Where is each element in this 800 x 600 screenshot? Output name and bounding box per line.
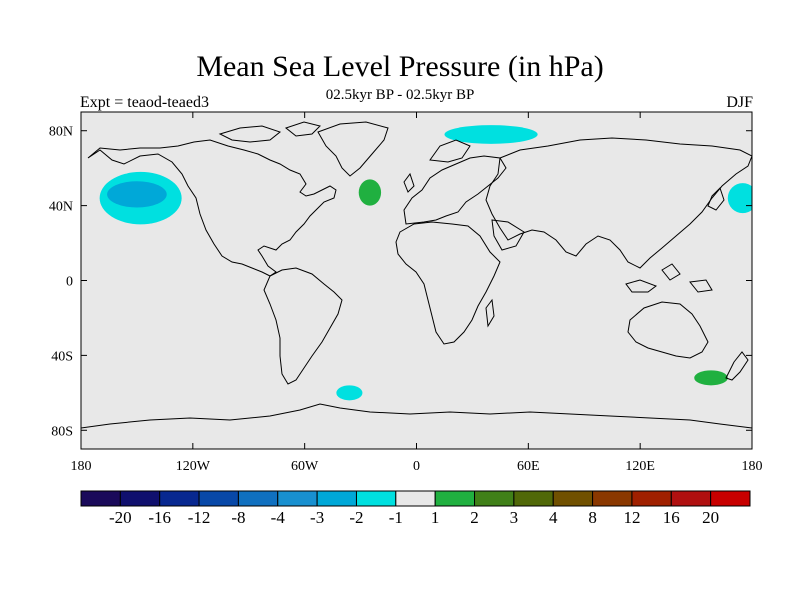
coast-madagascar: [485, 298, 495, 328]
colorbar-swatch: [80, 490, 121, 507]
coast-indonesia: [625, 263, 713, 293]
colorbar-swatch: [434, 490, 476, 507]
colorbar-label: 20: [702, 508, 719, 527]
colorbar-label: 8: [588, 508, 597, 527]
coastlines: [81, 121, 752, 429]
colorbar-swatch: [670, 490, 712, 507]
lon-tick-label: 120W: [176, 459, 211, 474]
colorbar-label: -8: [231, 508, 245, 527]
colorbar-swatch: [159, 490, 200, 507]
colorbar-label: -2: [349, 508, 363, 527]
coast-antarctica: [81, 403, 752, 429]
colorbar-label: -20: [109, 508, 132, 527]
colorbar-swatch: [355, 490, 397, 507]
colorbar-swatch: [552, 490, 594, 507]
coast-britain: [403, 172, 415, 193]
colorbar-label: -12: [188, 508, 211, 527]
lat-tick-label: 80S: [51, 424, 73, 439]
coast-north-america: [87, 139, 337, 277]
colorbar-label: 2: [470, 508, 479, 527]
lon-tick-label: 60W: [291, 459, 319, 474]
coast-africa: [395, 221, 501, 345]
coast-arabia: [491, 219, 525, 251]
colorbar-swatch: [395, 490, 436, 507]
lat-tick-label: 80N: [49, 125, 73, 140]
coast-new-zealand: [725, 351, 749, 381]
longitude-axis: 180 120W 60W 0 60E 120E 180: [71, 112, 763, 474]
latitude-axis: 80N 40N 0 40S 80S: [49, 125, 752, 439]
colorbar: -20 -16 -12 -8 -4 -3 -2 -1 1 2 3 4 8 12 16 20: [80, 490, 751, 527]
lon-tick-label: 180: [71, 459, 92, 474]
coast-south-america: [263, 267, 343, 385]
colorbar-label: 16: [663, 508, 680, 527]
lat-tick-label: 40N: [49, 200, 73, 215]
lat-tick-label: 0: [66, 275, 73, 290]
coast-greenland: [317, 121, 389, 177]
anomaly-east-asia: [727, 183, 752, 214]
colorbar-swatch: [631, 490, 672, 507]
anomaly-north-atlantic: [358, 179, 382, 206]
colorbar-swatch: [198, 490, 239, 507]
lon-tick-label: 0: [413, 459, 420, 474]
colorbar-label: -4: [271, 508, 286, 527]
colorbar-swatch: [119, 490, 161, 507]
colorbar-swatch: [237, 490, 279, 507]
anomaly-south-atlantic: [336, 385, 363, 401]
colorbar-swatch: [592, 490, 633, 507]
colorbar-swatch: [513, 490, 554, 507]
coast-asia: [485, 137, 752, 269]
map-subtitle: 02.5kyr BP - 02.5kyr BP: [325, 87, 475, 103]
coast-arctic-islands: [218, 121, 321, 143]
colorbar-swatch: [710, 490, 751, 507]
colorbar-label: -3: [310, 508, 324, 527]
colorbar-label: 1: [431, 508, 440, 527]
experiment-label: Expt = teaod-teaed3: [80, 94, 209, 111]
map-title: Mean Sea Level Pressure (in hPa): [196, 50, 604, 83]
anomaly-greenland-east: [444, 125, 538, 144]
colorbar-label: 4: [549, 508, 558, 527]
season-label: DJF: [726, 94, 753, 111]
map-background: [81, 112, 752, 449]
colorbar-swatch: [474, 490, 515, 507]
colorbar-swatch: [316, 490, 357, 507]
coast-scandinavia: [429, 139, 471, 163]
coast-japan: [707, 187, 725, 211]
coast-australia: [627, 301, 709, 359]
map-panel: [80, 111, 753, 450]
colorbar-label: 12: [623, 508, 640, 527]
colorbar-swatch: [277, 490, 318, 507]
lon-tick-label: 180: [742, 459, 763, 474]
anomaly-contours: [99, 125, 752, 401]
anomaly-tasman-sea: [694, 370, 728, 386]
lon-tick-label: 120E: [625, 459, 655, 474]
lon-tick-label: 60E: [517, 459, 540, 474]
coast-europe: [403, 155, 507, 225]
lat-tick-label: 40S: [51, 349, 73, 364]
colorbar-label: -16: [148, 508, 171, 527]
colorbar-label: 3: [510, 508, 519, 527]
anomaly-north-pacific-core: [107, 181, 167, 208]
colorbar-label: -1: [389, 508, 403, 527]
